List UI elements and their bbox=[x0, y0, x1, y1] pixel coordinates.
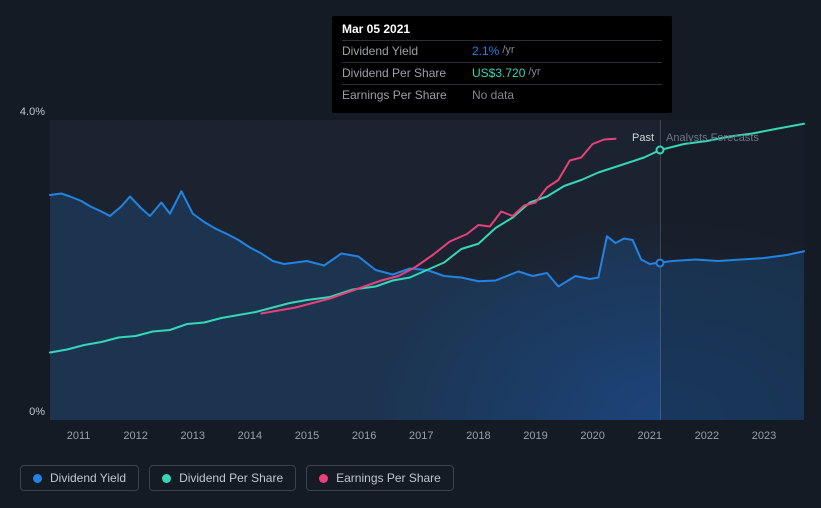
x-axis-tick: 2013 bbox=[181, 430, 205, 442]
chart-svg bbox=[50, 120, 804, 420]
x-axis-tick: 2011 bbox=[67, 430, 91, 442]
series-marker bbox=[656, 146, 665, 155]
forecast-region-label: Analysts Forecasts bbox=[666, 132, 759, 144]
x-axis-tick: 2018 bbox=[466, 430, 490, 442]
dividend-chart: 4.0% 0% Past Analysts Forecasts 2011 2012… bbox=[0, 100, 821, 460]
tooltip-row-label: Earnings Per Share bbox=[342, 87, 472, 104]
legend-label: Dividend Yield bbox=[50, 471, 126, 485]
legend-label: Dividend Per Share bbox=[179, 471, 283, 485]
x-axis-tick: 2016 bbox=[352, 430, 376, 442]
chart-crosshair bbox=[660, 120, 661, 420]
legend-item[interactable]: Dividend Yield bbox=[20, 465, 139, 491]
tooltip-row-value: US$3.720 bbox=[472, 65, 525, 82]
chart-tooltip: Mar 05 2021 Dividend Yield2.1%/yrDividen… bbox=[332, 16, 672, 113]
legend-dot-icon bbox=[162, 474, 171, 483]
legend-label: Earnings Per Share bbox=[336, 471, 441, 485]
y-axis-bottom-label: 0% bbox=[5, 406, 45, 418]
tooltip-row-label: Dividend Yield bbox=[342, 43, 472, 60]
x-axis-tick: 2019 bbox=[523, 430, 547, 442]
x-axis-tick: 2012 bbox=[123, 430, 147, 442]
chart-legend: Dividend Yield Dividend Per Share Earnings… bbox=[20, 465, 454, 491]
series-marker bbox=[656, 258, 665, 267]
legend-dot-icon bbox=[33, 474, 42, 483]
x-axis-tick: 2015 bbox=[295, 430, 319, 442]
tooltip-row-suffix: /yr bbox=[528, 65, 540, 82]
past-region-label: Past bbox=[632, 132, 654, 144]
tooltip-row-label: Dividend Per Share bbox=[342, 65, 472, 82]
x-axis-tick: 2017 bbox=[409, 430, 433, 442]
x-axis-tick: 2022 bbox=[695, 430, 719, 442]
legend-item[interactable]: Dividend Per Share bbox=[149, 465, 296, 491]
tooltip-row: Dividend Per ShareUS$3.720/yr bbox=[342, 62, 662, 84]
tooltip-row: Earnings Per ShareNo data bbox=[342, 84, 662, 106]
tooltip-row: Dividend Yield2.1%/yr bbox=[342, 40, 662, 62]
tooltip-row-suffix: /yr bbox=[502, 43, 514, 60]
legend-dot-icon bbox=[319, 474, 328, 483]
tooltip-date: Mar 05 2021 bbox=[342, 22, 662, 40]
chart-plot-area[interactable]: Past Analysts Forecasts bbox=[50, 120, 804, 420]
y-axis-top-label: 4.0% bbox=[5, 106, 45, 118]
x-axis-tick: 2014 bbox=[238, 430, 262, 442]
tooltip-row-value: 2.1% bbox=[472, 43, 499, 60]
tooltip-row-value: No data bbox=[472, 87, 514, 104]
x-axis-tick: 2023 bbox=[752, 430, 776, 442]
x-axis-tick: 2021 bbox=[638, 430, 662, 442]
legend-item[interactable]: Earnings Per Share bbox=[306, 465, 454, 491]
series-area bbox=[50, 191, 804, 420]
x-axis-tick: 2020 bbox=[580, 430, 604, 442]
